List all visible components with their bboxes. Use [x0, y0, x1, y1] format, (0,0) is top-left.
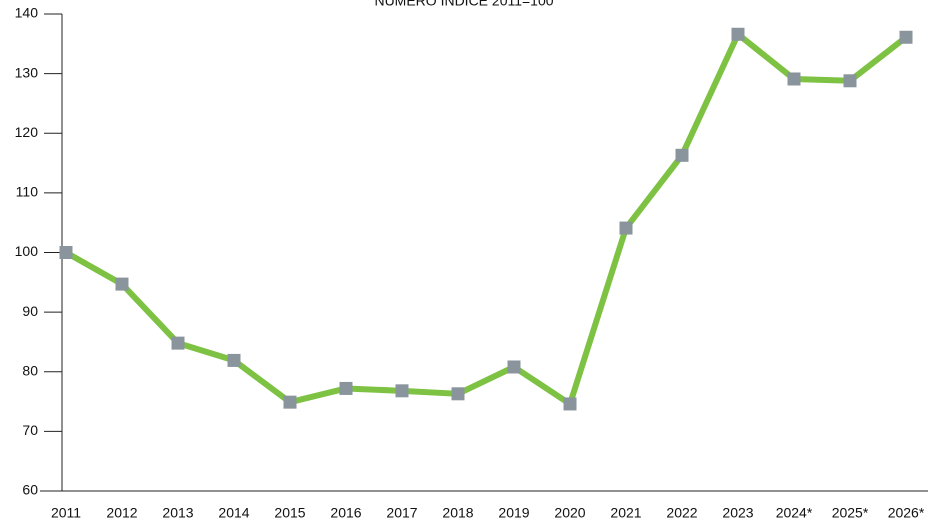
chart-title: NÚMERO ÍNDICE 2011=100	[374, 0, 553, 9]
x-tick-label: 2011	[51, 505, 81, 521]
x-tick-label: 2018	[442, 505, 473, 521]
marker	[395, 384, 409, 398]
x-tick-label: 2022	[666, 505, 697, 521]
marker	[563, 397, 577, 411]
y-tick-label: 100	[15, 243, 39, 259]
line	[64, 31, 908, 407]
marker	[171, 336, 185, 350]
marker	[283, 395, 297, 409]
y-tick-label: 80	[22, 362, 38, 378]
y-tick-label: 140	[15, 5, 39, 21]
x-tick-label: 2015	[274, 505, 305, 521]
marker	[899, 30, 913, 44]
marker	[675, 148, 689, 162]
y-tick-label: 60	[22, 482, 38, 498]
x-tick-label: 2021	[610, 505, 641, 521]
x-tick-label: 2023	[722, 505, 753, 521]
x-tick-label: 2016	[330, 505, 361, 521]
y-tick-label: 70	[22, 422, 38, 438]
marker	[843, 74, 857, 88]
x-tick-label: 2024*	[776, 505, 813, 521]
marker	[451, 387, 465, 401]
y-tick-label: 90	[22, 303, 38, 319]
marker	[507, 360, 521, 374]
marker	[787, 72, 801, 86]
y-tick-label: 110	[16, 184, 39, 200]
x-tick-label: 2014	[218, 505, 249, 521]
x-tick-label: 2026*	[888, 505, 925, 521]
x-tick-label: 2013	[162, 505, 193, 521]
marker	[115, 277, 129, 291]
marker	[227, 353, 241, 367]
x-tick-label: 2025*	[832, 505, 869, 521]
marker	[339, 381, 353, 395]
x-tick-label: 2019	[498, 505, 529, 521]
marker	[731, 27, 745, 41]
x-tick-label: 2012	[106, 505, 137, 521]
x-tick-label: 2020	[554, 505, 585, 521]
marker	[59, 246, 73, 259]
y-tick-label: 130	[15, 64, 39, 80]
marker	[619, 221, 633, 235]
x-tick-label: 2017	[386, 505, 417, 521]
y-tick-label: 120	[15, 124, 39, 140]
